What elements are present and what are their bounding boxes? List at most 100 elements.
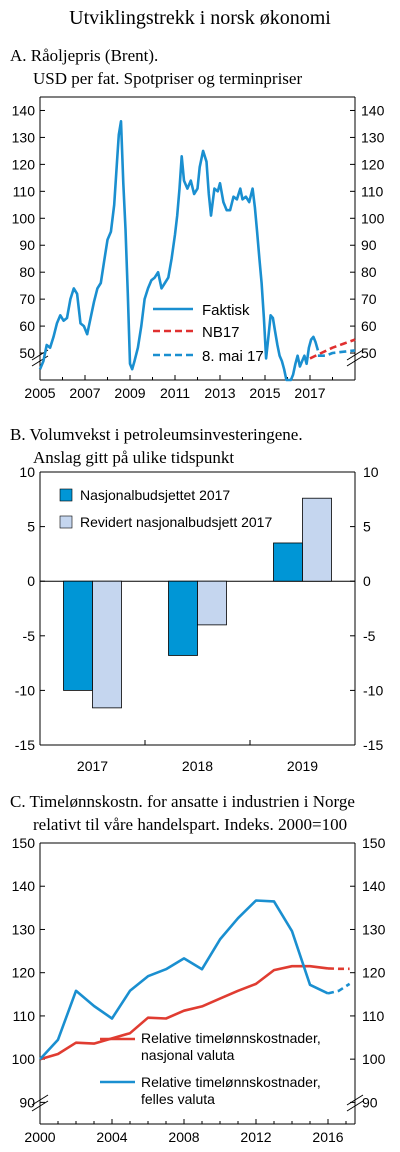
chart-b: B. Volumvekst i petroleumsinvesteringene… xyxy=(10,425,383,774)
chart-a-ytick-label-right: 50 xyxy=(361,345,377,361)
chart-c-ytick-label-right: 100 xyxy=(362,1051,386,1067)
chart-b-legend-label-nasjonalbudsjettet: Nasjonalbudsjettet 2017 xyxy=(80,487,230,503)
chart-c-series-line-0 xyxy=(39,964,329,1061)
chart-b-ytick-label-left: 10 xyxy=(19,464,35,480)
chart-a-ytick-label-right: 130 xyxy=(361,129,385,145)
chart-a-ytick-label-left: 70 xyxy=(19,291,35,307)
chart-c-y-break-left-2 xyxy=(31,1100,49,1112)
chart-c-y-break-right-2 xyxy=(346,1100,364,1112)
chart-c-ytick-label-right: 140 xyxy=(362,878,386,894)
chart-a-axes: 50 50 60 60 70 70 80 80 90 90 100 100 110 110 120 120 13… xyxy=(12,96,385,401)
chart-a-xtick-label: 2007 xyxy=(69,385,100,401)
chart-a-ytick-label-right: 70 xyxy=(361,291,377,307)
chart-c-legend-label-nasjonal-line2: nasjonal valuta xyxy=(141,1047,235,1063)
chart-b-ytick-label-right: 0 xyxy=(363,573,371,589)
chart-c-y-break-left-1 xyxy=(31,1094,49,1106)
chart-a-y-break-right-1 xyxy=(346,349,364,361)
chart-c: C. Timelønnskostn. for ansatte i industr… xyxy=(10,792,386,1145)
chart-c-ytick-label-right: 130 xyxy=(362,921,386,937)
chart-b-legend-swatch-revidert xyxy=(59,515,73,529)
chart-b-bar xyxy=(168,580,198,656)
chart-a-series-line-1 xyxy=(309,338,356,360)
chart-b-bar xyxy=(273,542,303,582)
chart-c-legend: Relative timelønnskostnader, nasjonal va… xyxy=(100,1030,321,1107)
chart-a: A. Råoljepris (Brent). USD per fat. Spot… xyxy=(10,46,385,401)
page-title: Utviklingstrekk i norsk økonomi xyxy=(69,7,331,29)
chart-b-ytick-label-right: -10 xyxy=(363,682,383,698)
chart-c-axes: 90 90 100 100 110 110 120 120 130 130 140 140 150 150… xyxy=(12,835,386,1145)
chart-a-series xyxy=(38,120,356,382)
chart-c-y-break-right-1 xyxy=(346,1094,364,1106)
chart-b-ytick-label-right: -15 xyxy=(363,737,383,753)
chart-c-ytick-label-right: 110 xyxy=(362,1008,385,1024)
chart-b-title-line1: B. Volumvekst i petroleumsinvesteringene… xyxy=(10,425,303,444)
chart-b-bar xyxy=(197,580,227,626)
chart-c-ytick-label-left: 100 xyxy=(12,1051,36,1067)
chart-a-series-line-0 xyxy=(38,120,320,382)
chart-c-title-line2: relativt til våre handelspart. Indeks. 2… xyxy=(33,815,347,834)
chart-c-ytick-label-right: 150 xyxy=(362,835,386,851)
chart-b-bar xyxy=(302,497,332,582)
chart-a-title-line2: USD per fat. Spotpriser og terminpriser xyxy=(33,69,302,88)
chart-a-xtick-label: 2011 xyxy=(160,385,190,401)
chart-a-ytick-label-left: 110 xyxy=(13,183,36,199)
chart-a-ytick-label-right: 90 xyxy=(361,237,377,253)
chart-c-xtick-label: 2000 xyxy=(24,1129,55,1145)
chart-b-legend-label-revidert: Revidert nasjonalbudsjett 2017 xyxy=(80,514,272,530)
chart-a-xtick-label: 2017 xyxy=(294,385,325,401)
chart-c-ytick-label-right: 120 xyxy=(362,965,386,981)
chart-b-ytick-label-left: 0 xyxy=(27,573,35,589)
chart-a-ytick-label-right: 140 xyxy=(361,102,385,118)
chart-c-title-line1: C. Timelønnskostn. for ansatte i industr… xyxy=(10,792,355,811)
chart-c-legend-label-felles-line1: Relative timelønnskostnader, xyxy=(141,1074,321,1090)
chart-a-legend-label-nb17: NB17 xyxy=(202,324,240,341)
chart-c-xtick-label: 2012 xyxy=(240,1129,271,1145)
chart-c-ytick-label-left: 130 xyxy=(12,921,36,937)
chart-c-ytick-label-left: 90 xyxy=(19,1094,35,1110)
chart-a-xtick-label: 2009 xyxy=(114,385,145,401)
chart-b-ytick-label-right: 5 xyxy=(363,519,371,535)
chart-a-ytick-label-right: 100 xyxy=(361,210,385,226)
chart-a-legend-label-8-mai-17: 8. mai 17 xyxy=(202,348,264,365)
chart-a-legend: Faktisk NB17 8. mai 17 xyxy=(153,302,264,365)
chart-b-bars xyxy=(63,497,332,709)
chart-a-series-line-2 xyxy=(317,349,356,358)
chart-a-xtick-label: 2005 xyxy=(24,385,55,401)
chart-a-ytick-label-left: 60 xyxy=(19,318,35,334)
chart-b-ytick-label-right: -5 xyxy=(363,628,376,644)
chart-a-ytick-label-left: 120 xyxy=(12,156,36,172)
chart-b-xtick-label: 2017 xyxy=(77,758,108,774)
chart-a-ytick-label-right: 80 xyxy=(361,264,377,280)
chart-a-legend-label-faktisk: Faktisk xyxy=(202,302,250,319)
chart-c-ytick-label-left: 140 xyxy=(12,878,36,894)
chart-c-series-line-3 xyxy=(327,982,351,995)
chart-b-legend: Nasjonalbudsjettet 2017 Revidert nasjona… xyxy=(59,487,272,530)
chart-a-ytick-label-left: 140 xyxy=(12,102,36,118)
chart-b-xtick-label: 2019 xyxy=(287,758,318,774)
chart-a-y-break-right-2 xyxy=(346,355,364,367)
chart-c-series xyxy=(39,899,351,1061)
chart-b-legend-swatch-nasjonalbudsjettet xyxy=(59,488,73,502)
chart-b-bar xyxy=(63,580,93,691)
chart-c-xtick-label: 2004 xyxy=(96,1129,127,1145)
chart-a-ytick-label-right: 120 xyxy=(361,156,385,172)
chart-b-ytick-label-left: -5 xyxy=(23,628,36,644)
chart-a-xtick-label: 2015 xyxy=(249,385,280,401)
chart-b-ytick-label-left: -10 xyxy=(15,682,35,698)
chart-a-ytick-label-right: 110 xyxy=(361,183,384,199)
chart-a-ytick-label-left: 80 xyxy=(19,264,35,280)
chart-a-title-line1: A. Råoljepris (Brent). xyxy=(10,46,158,65)
chart-c-xtick-label: 2008 xyxy=(168,1129,199,1145)
chart-b-bar xyxy=(92,580,122,709)
chart-c-ytick-label-left: 110 xyxy=(13,1008,36,1024)
chart-a-xtick-label: 2013 xyxy=(204,385,235,401)
chart-b-ytick-label-right: 10 xyxy=(363,464,379,480)
chart-c-series-line-2 xyxy=(39,899,329,1061)
chart-a-ytick-label-right: 60 xyxy=(361,318,377,334)
chart-a-ytick-label-left: 50 xyxy=(19,345,35,361)
chart-c-xtick-label: 2016 xyxy=(312,1129,343,1145)
chart-b-title-line2: Anslag gitt på ulike tidspunkt xyxy=(33,448,234,467)
chart-c-legend-label-nasjonal-line1: Relative timelønnskostnader, xyxy=(141,1030,321,1046)
chart-b-xtick-label: 2018 xyxy=(182,758,213,774)
